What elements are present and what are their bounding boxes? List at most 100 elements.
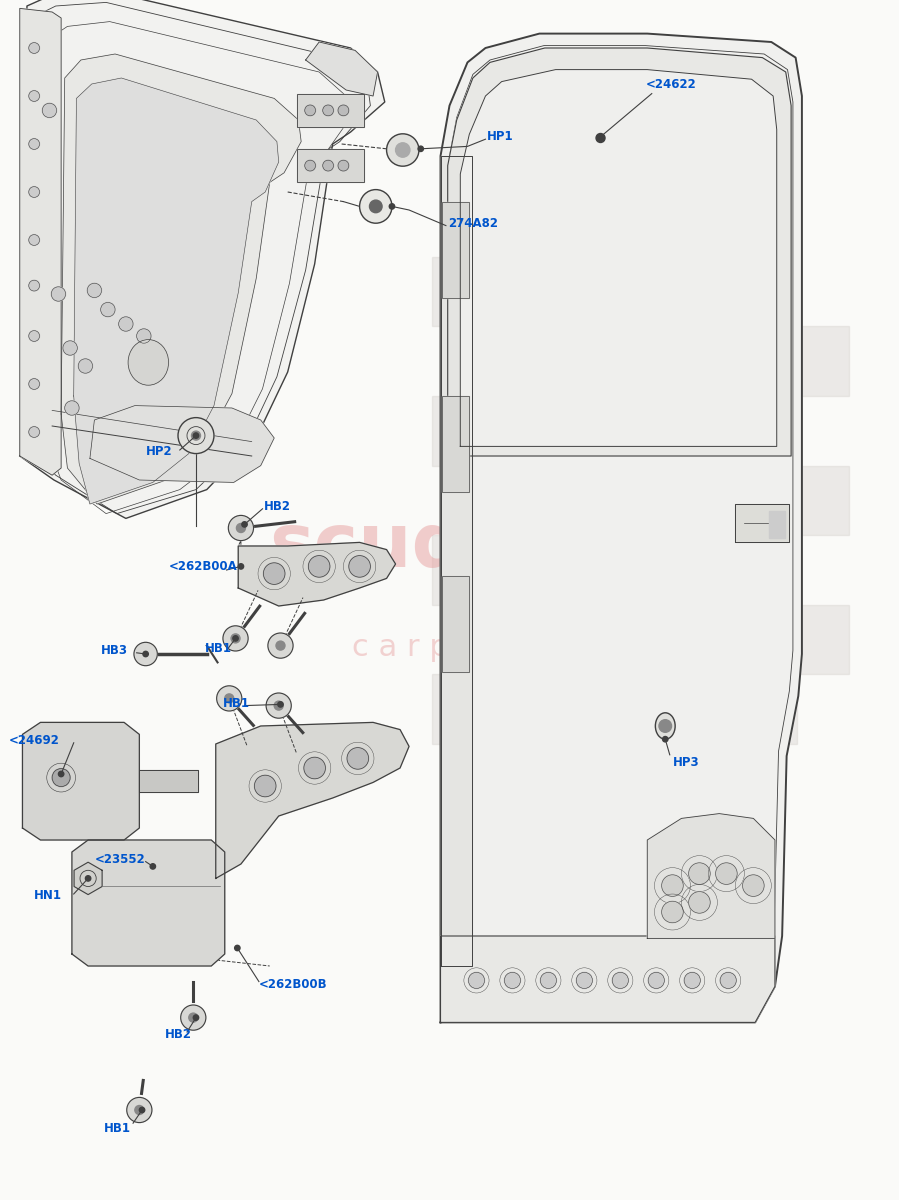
Polygon shape (460, 70, 777, 446)
Circle shape (304, 757, 325, 779)
Circle shape (78, 359, 93, 373)
Text: HN1: HN1 (34, 889, 62, 901)
Bar (536, 257, 588, 326)
Circle shape (29, 187, 40, 197)
Bar (536, 396, 588, 466)
Bar (536, 674, 588, 744)
Bar (442, 202, 469, 298)
Bar (442, 396, 469, 492)
Circle shape (181, 1006, 206, 1030)
Bar (640, 674, 692, 744)
Circle shape (119, 317, 133, 331)
Polygon shape (238, 542, 396, 606)
Text: HP3: HP3 (672, 756, 699, 768)
Polygon shape (297, 95, 364, 126)
Circle shape (323, 106, 334, 115)
Bar (692, 326, 744, 396)
Polygon shape (297, 150, 364, 181)
Bar (484, 466, 536, 535)
Polygon shape (72, 840, 225, 966)
Bar (442, 396, 469, 492)
Polygon shape (441, 936, 775, 1022)
Circle shape (29, 427, 40, 437)
Circle shape (268, 634, 293, 658)
Circle shape (276, 641, 285, 650)
Polygon shape (441, 156, 472, 966)
Text: 274A82: 274A82 (448, 217, 498, 229)
Circle shape (29, 379, 40, 389)
Circle shape (51, 287, 66, 301)
Circle shape (143, 652, 148, 656)
Bar (744, 535, 797, 605)
Circle shape (42, 103, 57, 118)
Bar (442, 202, 469, 298)
Bar (442, 576, 469, 672)
Polygon shape (20, 8, 61, 475)
Circle shape (134, 642, 157, 666)
Text: <24622: <24622 (645, 78, 696, 90)
Text: <262B00A: <262B00A (169, 560, 237, 572)
Text: HB1: HB1 (223, 697, 250, 709)
Circle shape (135, 1105, 144, 1115)
Circle shape (29, 331, 40, 341)
Bar (640, 396, 692, 466)
Circle shape (659, 720, 672, 732)
Bar (484, 605, 536, 674)
Circle shape (266, 694, 291, 718)
Ellipse shape (360, 190, 392, 223)
Text: HB2: HB2 (264, 500, 291, 512)
Circle shape (540, 972, 556, 989)
Circle shape (193, 1015, 199, 1020)
Circle shape (689, 863, 710, 884)
Text: <23552: <23552 (94, 853, 145, 865)
Circle shape (612, 972, 628, 989)
Bar (640, 257, 692, 326)
Polygon shape (74, 78, 279, 504)
Circle shape (127, 1098, 152, 1122)
Bar (536, 535, 588, 605)
Bar (588, 605, 640, 674)
Polygon shape (139, 770, 198, 792)
Polygon shape (61, 54, 301, 504)
Ellipse shape (129, 340, 169, 385)
Circle shape (231, 634, 240, 643)
Text: <24692: <24692 (9, 734, 60, 746)
Bar (744, 257, 797, 326)
Circle shape (29, 235, 40, 245)
Circle shape (137, 329, 151, 343)
Text: c a r p a r t s: c a r p a r t s (352, 634, 547, 662)
Circle shape (743, 875, 764, 896)
Bar (432, 674, 484, 744)
Bar (432, 396, 484, 466)
Bar (744, 396, 797, 466)
Circle shape (101, 302, 115, 317)
Circle shape (63, 341, 77, 355)
Circle shape (274, 701, 283, 710)
Text: HB1: HB1 (205, 642, 232, 654)
Circle shape (225, 694, 234, 703)
Circle shape (308, 556, 330, 577)
Circle shape (305, 161, 316, 170)
Circle shape (720, 972, 736, 989)
Circle shape (238, 564, 244, 569)
Circle shape (369, 200, 382, 212)
Bar (442, 576, 469, 672)
Polygon shape (735, 504, 789, 542)
Circle shape (235, 946, 240, 950)
Bar (797, 466, 849, 535)
Circle shape (418, 146, 423, 151)
Bar (432, 257, 484, 326)
Circle shape (598, 134, 603, 139)
Circle shape (29, 91, 40, 101)
Circle shape (396, 143, 410, 157)
Circle shape (684, 972, 700, 989)
Bar (484, 326, 536, 396)
Polygon shape (306, 42, 378, 96)
Bar (797, 605, 849, 674)
Text: HB3: HB3 (101, 644, 128, 656)
Circle shape (58, 772, 64, 776)
Text: HB1: HB1 (103, 1122, 130, 1134)
Circle shape (217, 686, 242, 710)
Circle shape (663, 737, 668, 742)
Bar (588, 326, 640, 396)
